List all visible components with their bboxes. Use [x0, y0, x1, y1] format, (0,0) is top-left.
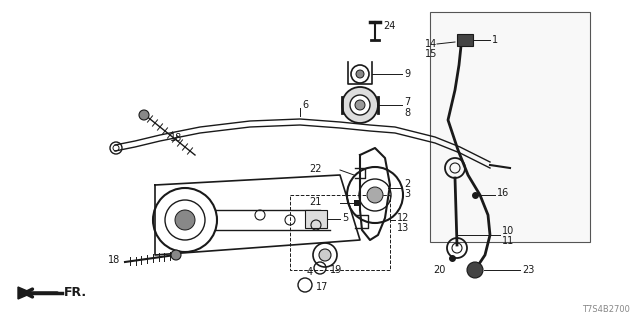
Bar — [457, 34, 473, 46]
Text: 21: 21 — [310, 197, 322, 207]
Text: 15: 15 — [424, 49, 437, 59]
Circle shape — [342, 87, 378, 123]
Text: 7: 7 — [404, 97, 410, 107]
Text: T7S4B2700: T7S4B2700 — [582, 305, 630, 314]
Circle shape — [350, 95, 370, 115]
Text: 11: 11 — [502, 236, 515, 246]
Circle shape — [139, 110, 149, 120]
Bar — [354, 200, 360, 206]
Text: 5: 5 — [342, 213, 348, 223]
Text: FR.: FR. — [64, 285, 87, 299]
Text: 4: 4 — [307, 267, 313, 277]
Polygon shape — [18, 287, 32, 299]
Text: 6: 6 — [302, 100, 308, 110]
Circle shape — [355, 100, 365, 110]
Text: 3: 3 — [404, 189, 410, 199]
Text: 19: 19 — [330, 265, 342, 275]
Circle shape — [171, 250, 181, 260]
Text: 24: 24 — [383, 21, 396, 31]
Text: 8: 8 — [404, 108, 410, 118]
FancyBboxPatch shape — [430, 12, 590, 242]
Text: 22: 22 — [310, 164, 322, 174]
Text: 1: 1 — [492, 35, 498, 45]
Text: 16: 16 — [497, 188, 509, 198]
Text: 17: 17 — [316, 282, 328, 292]
Text: 18: 18 — [170, 133, 182, 143]
Text: 18: 18 — [108, 255, 120, 265]
Circle shape — [467, 262, 483, 278]
Text: 9: 9 — [404, 69, 410, 79]
Circle shape — [319, 249, 331, 261]
FancyBboxPatch shape — [305, 210, 327, 228]
Circle shape — [367, 187, 383, 203]
Text: 23: 23 — [522, 265, 534, 275]
Text: 2: 2 — [404, 179, 410, 189]
Text: 20: 20 — [433, 265, 445, 275]
Text: 13: 13 — [397, 223, 409, 233]
Circle shape — [356, 70, 364, 78]
Circle shape — [175, 210, 195, 230]
Text: 10: 10 — [502, 226, 515, 236]
Text: 12: 12 — [397, 213, 410, 223]
Text: 14: 14 — [425, 39, 437, 49]
